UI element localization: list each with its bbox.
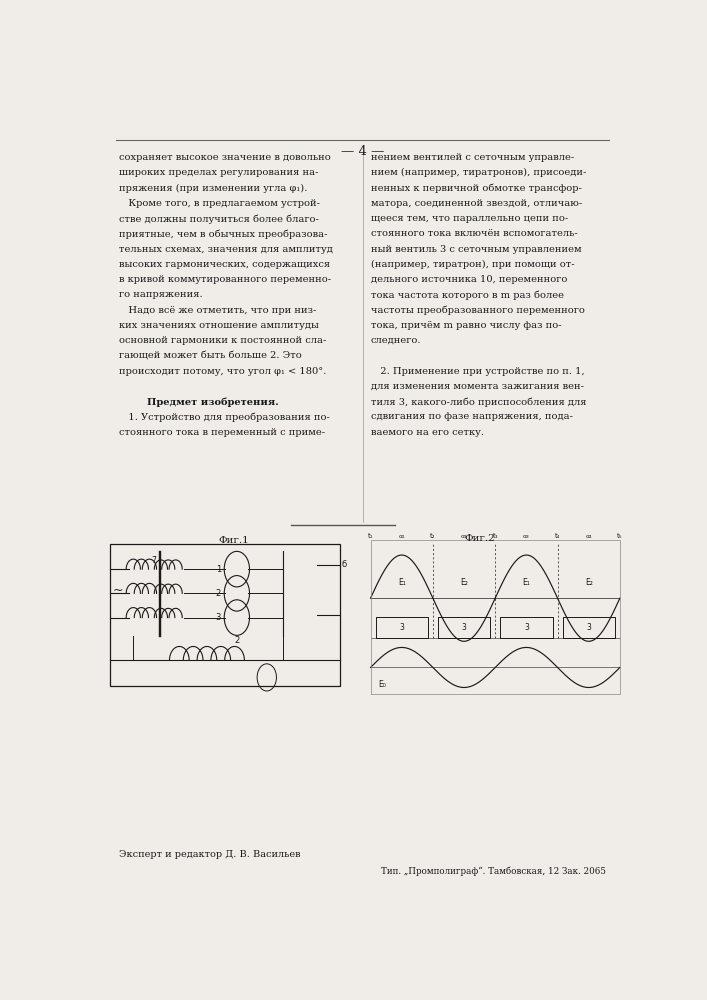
Text: для изменения момента зажигания вен-: для изменения момента зажигания вен-	[370, 382, 583, 391]
Text: t₁: t₁	[368, 533, 373, 539]
Text: 7: 7	[151, 556, 156, 565]
Text: нием (например, тиратронов), присоеди-: нием (например, тиратронов), присоеди-	[370, 168, 586, 177]
Text: t₂: t₂	[430, 533, 436, 539]
Text: нением вентилей с сеточным управле-: нением вентилей с сеточным управле-	[370, 153, 574, 162]
Text: α₄: α₄	[585, 534, 592, 539]
Text: приятные, чем в обычных преобразова-: приятные, чем в обычных преобразова-	[119, 229, 327, 239]
Text: α₁: α₁	[399, 534, 405, 539]
Text: тельных схемах, значения для амплитуд: тельных схемах, значения для амплитуд	[119, 245, 332, 254]
Text: Кроме того, в предлагаемом устрой-: Кроме того, в предлагаемом устрой-	[119, 199, 320, 208]
Text: ~: ~	[113, 584, 124, 597]
Text: 3: 3	[216, 613, 221, 622]
Text: б: б	[341, 560, 347, 569]
Text: α₂: α₂	[461, 534, 467, 539]
Text: частоты преобразованного переменного: частоты преобразованного переменного	[370, 306, 585, 315]
Text: Тип. „Промполиграф“. Тамбовская, 12 Зак. 2065: Тип. „Промполиграф“. Тамбовская, 12 Зак.…	[381, 867, 606, 876]
Text: пряжения (при изменении угла φ₁).: пряжения (при изменении угла φ₁).	[119, 184, 307, 193]
Bar	[110, 544, 341, 686]
Text: 3: 3	[524, 623, 529, 632]
Text: ких значениях отношение амплитуды: ких значениях отношение амплитуды	[119, 321, 318, 330]
Text: следнего.: следнего.	[370, 336, 421, 345]
Text: Φиг.2: Φиг.2	[464, 534, 496, 543]
Text: го напряжения.: го напряжения.	[119, 290, 202, 299]
Text: 2: 2	[216, 589, 221, 598]
Text: 1: 1	[216, 565, 221, 574]
Text: Надо всё же отметить, что при низ-: Надо всё же отметить, что при низ-	[119, 306, 316, 315]
Text: t₄: t₄	[555, 533, 560, 539]
Text: Φиг.1: Φиг.1	[218, 536, 249, 545]
Text: E₁: E₁	[522, 578, 530, 587]
Text: происходит потому, что угол φ₁ < 180°.: происходит потому, что угол φ₁ < 180°.	[119, 367, 326, 376]
Text: тиля 3, какого-либо приспособления для: тиля 3, какого-либо приспособления для	[370, 397, 586, 407]
Text: дельного источника 10, переменного: дельного источника 10, переменного	[370, 275, 567, 284]
Text: стве должны получиться более благо-: стве должны получиться более благо-	[119, 214, 318, 224]
Text: ненных к первичной обмотке трансфор-: ненных к первичной обмотке трансфор-	[370, 184, 581, 193]
Text: E₂: E₂	[460, 578, 468, 587]
Text: 2: 2	[234, 636, 240, 645]
Text: Предмет изобретения.: Предмет изобретения.	[119, 397, 279, 407]
Text: стоянного тока включён вспомогатель-: стоянного тока включён вспомогатель-	[370, 229, 578, 238]
Text: в кривой коммутированного переменно-: в кривой коммутированного переменно-	[119, 275, 331, 284]
Text: гающей может быть больше 2. Это: гающей может быть больше 2. Это	[119, 351, 301, 360]
Text: 1. Устройство для преобразования по-: 1. Устройство для преобразования по-	[119, 412, 329, 422]
Text: основной гармоники к постоянной сла-: основной гармоники к постоянной сла-	[119, 336, 326, 345]
Text: — 4 —: — 4 —	[341, 145, 384, 158]
Text: ный вентиль 3 с сеточным управлением: ный вентиль 3 с сеточным управлением	[370, 245, 581, 254]
Text: E₂: E₂	[585, 578, 592, 587]
Text: 3: 3	[586, 623, 591, 632]
Text: Эксперт и редактор Д. В. Васильев: Эксперт и редактор Д. В. Васильев	[119, 850, 300, 859]
Text: высоких гармонических, содержащихся: высоких гармонических, содержащихся	[119, 260, 329, 269]
Text: 3: 3	[399, 623, 404, 632]
Text: α₃: α₃	[523, 534, 530, 539]
Text: матора, соединенной звездой, отличаю-: матора, соединенной звездой, отличаю-	[370, 199, 582, 208]
Text: E₁: E₁	[398, 578, 406, 587]
Text: сохраняет высокое значение в довольно: сохраняет высокое значение в довольно	[119, 153, 330, 162]
Text: E₀: E₀	[378, 680, 386, 689]
Text: широких пределах регулирования на-: широких пределах регулирования на-	[119, 168, 318, 177]
Text: t₅: t₅	[617, 533, 623, 539]
Text: t₃: t₃	[493, 533, 498, 539]
Text: тока частота которого в m раз более: тока частота которого в m раз более	[370, 290, 563, 300]
Text: сдвигания по фазе напряжения, пода-: сдвигания по фазе напряжения, пода-	[370, 412, 573, 421]
Text: стоянного тока в переменный с приме-: стоянного тока в переменный с приме-	[119, 428, 325, 437]
Text: тока, причём m равно числу фаз по-: тока, причём m равно числу фаз по-	[370, 321, 561, 330]
Text: (например, тиратрон), при помощи от-: (например, тиратрон), при помощи от-	[370, 260, 574, 269]
Text: щееся тем, что параллельно цепи по-: щееся тем, что параллельно цепи по-	[370, 214, 568, 223]
Text: ваемого на его сетку.: ваемого на его сетку.	[370, 428, 484, 437]
Text: 3: 3	[462, 623, 467, 632]
Text: 2. Применение при устройстве по п. 1,: 2. Применение при устройстве по п. 1,	[370, 367, 584, 376]
